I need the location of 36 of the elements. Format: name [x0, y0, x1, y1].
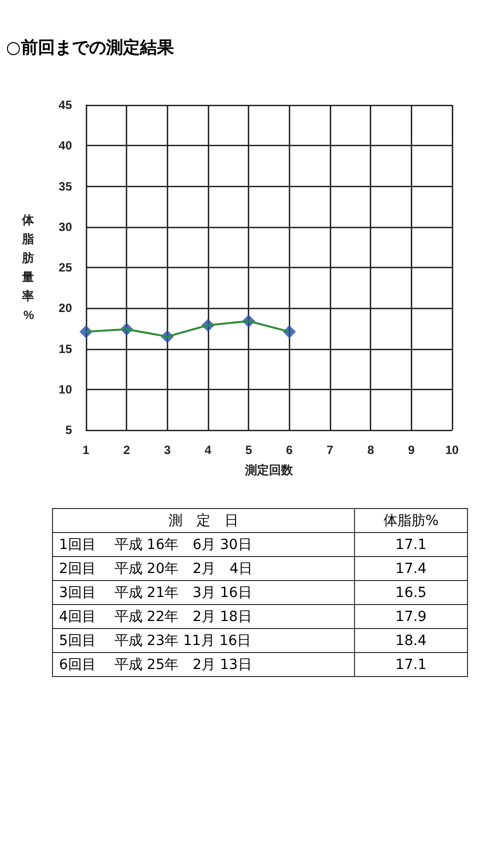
- text: 18.4: [354, 628, 468, 652]
- text: 2回目 平成 20年 2月 4日: [52, 556, 354, 580]
- x-tick-label: 1: [82, 443, 90, 457]
- x-tick-label: 4: [204, 443, 212, 457]
- y-tick-label: 25: [58, 260, 72, 274]
- text: 4回目 平成 22年 2月 18日: [52, 604, 354, 628]
- text: 17.4: [354, 556, 468, 580]
- y-tick-label: 15: [58, 342, 72, 356]
- y-tick-label: 5: [65, 423, 72, 437]
- x-tick-label: 5: [245, 443, 252, 457]
- y-axis-title: 体脂肪量率%: [21, 213, 35, 322]
- text: 17.1: [354, 652, 468, 676]
- chart-title: ○前回までの測定結果: [6, 37, 174, 59]
- text: 3回目 平成 21年 3月 16日: [52, 580, 354, 604]
- y-tick-label: 10: [58, 382, 72, 396]
- x-tick-label: 10: [445, 443, 459, 457]
- text: 体脂肪%: [354, 508, 468, 532]
- x-tick-label: 9: [408, 443, 415, 457]
- x-tick-label: 2: [123, 443, 130, 457]
- text: 6回目 平成 25年 2月 13日: [52, 652, 354, 676]
- y-tick-label: 30: [58, 220, 72, 234]
- x-tick-label: 6: [286, 443, 293, 457]
- x-tick-label: 7: [326, 443, 334, 457]
- text: 17.1: [354, 532, 468, 556]
- y-tick-label: 20: [58, 301, 72, 316]
- y-tick-label: 40: [58, 138, 72, 153]
- x-tick-label: 3: [164, 443, 171, 457]
- text: 17.9: [354, 604, 468, 628]
- y-tick-label: 35: [58, 179, 72, 194]
- x-tick-label: 8: [367, 443, 374, 457]
- text: 16.5: [354, 580, 468, 604]
- text: 1回目 平成 16年 6月 30日: [52, 532, 354, 556]
- y-tick-label: 45: [58, 98, 72, 112]
- x-axis-title: 測定回数: [244, 463, 294, 477]
- text: 5回目 平成 23年 11月 16日: [52, 628, 354, 652]
- text: 測 定 日: [52, 508, 354, 532]
